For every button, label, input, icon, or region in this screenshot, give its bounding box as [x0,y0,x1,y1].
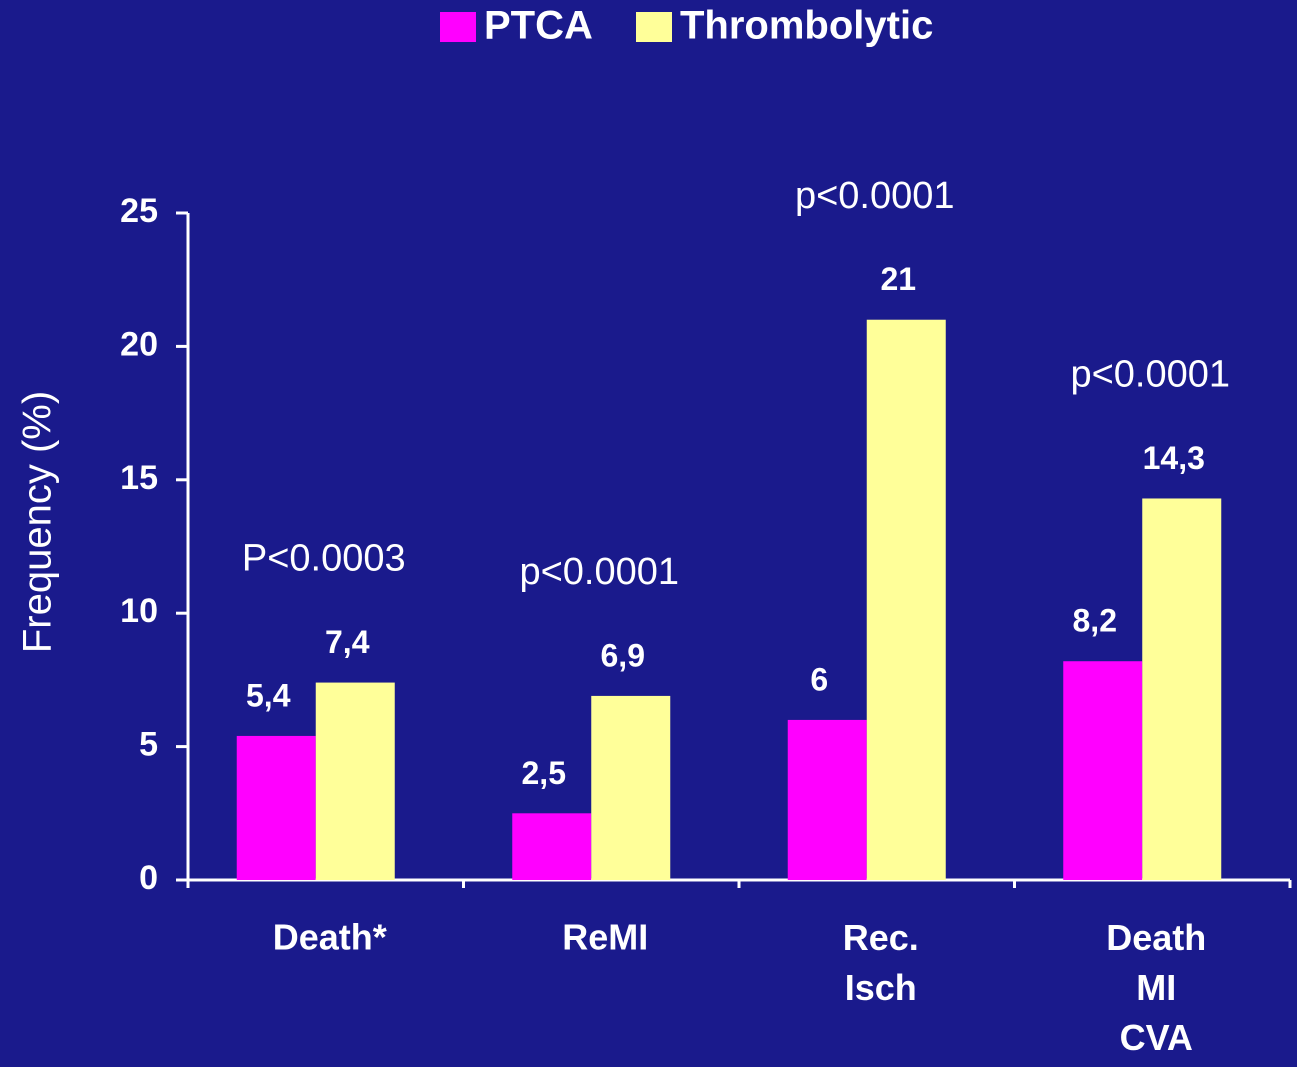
value-label: 8,2 [1073,603,1117,639]
y-tick-label: 5 [139,726,158,764]
x-tick-label: Death MI CVA [1106,917,1206,1058]
bar [1063,661,1143,880]
value-label: 6,9 [601,637,645,673]
y-tick-label: 25 [120,192,158,230]
value-label: 21 [880,261,916,297]
x-tick-label: Death* [273,917,387,958]
value-label: 14,3 [1143,440,1205,476]
y-axis-label: Frequency (%) [16,391,60,653]
annotation: p<0.0001 [519,551,679,593]
x-tick-label: ReMI [562,917,648,958]
value-label: 7,4 [325,624,370,660]
bar [512,813,592,880]
legend-swatch [636,12,672,42]
bar [1142,498,1222,880]
y-tick-label: 10 [120,592,158,630]
bar [866,319,946,881]
y-tick-label: 20 [120,325,158,363]
y-tick-label: 0 [139,859,158,897]
value-label: 6 [810,661,828,697]
legend-swatch [440,12,476,42]
bar [236,735,316,880]
legend-label: Thrombolytic [680,4,933,48]
legend-label: PTCA [484,4,593,48]
annotation: p<0.0001 [1070,354,1230,396]
value-label: 5,4 [246,677,291,713]
y-tick-label: 15 [120,459,158,497]
bar [591,695,671,880]
bar [315,682,395,880]
x-tick-label: Rec. Isch [843,917,919,1008]
annotation: p<0.0001 [795,175,955,217]
value-label: 2,5 [522,755,566,791]
annotation: P<0.0003 [242,538,406,580]
bar [787,719,867,880]
